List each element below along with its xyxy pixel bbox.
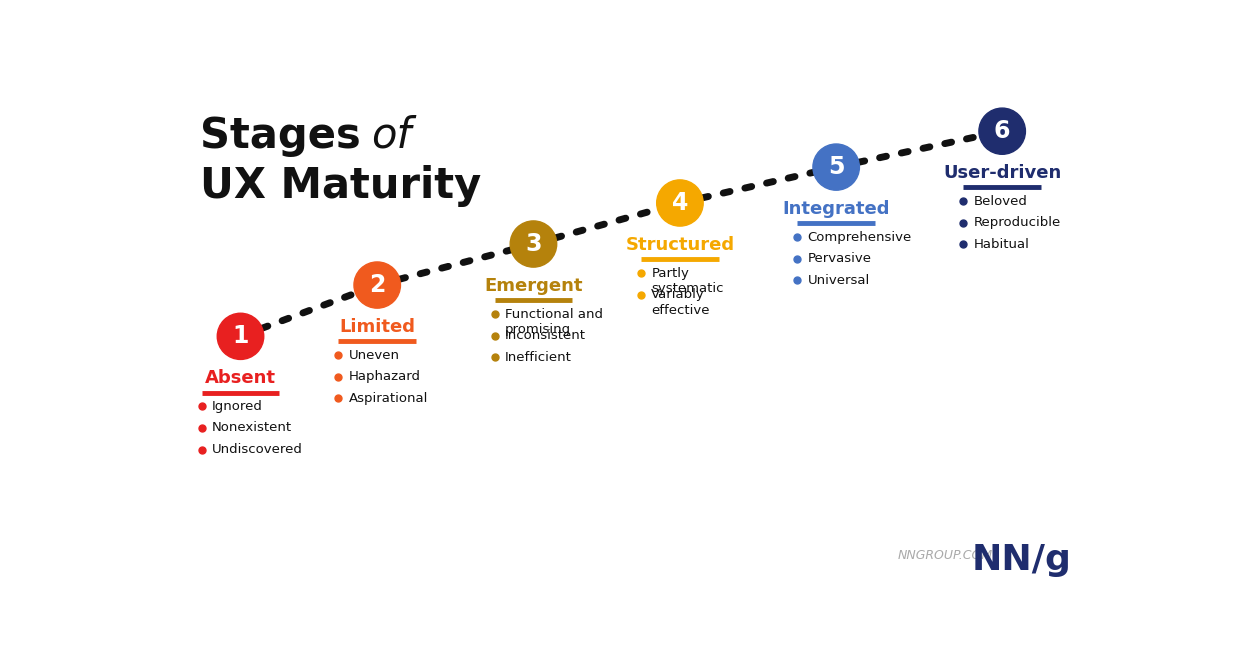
Text: of: of bbox=[370, 115, 411, 157]
Ellipse shape bbox=[979, 108, 1026, 155]
Text: Undiscovered: Undiscovered bbox=[212, 443, 302, 456]
Ellipse shape bbox=[217, 313, 263, 360]
Text: Emergent: Emergent bbox=[484, 277, 582, 295]
Text: Uneven: Uneven bbox=[349, 348, 399, 362]
Text: Comprehensive: Comprehensive bbox=[808, 230, 912, 244]
Text: User-driven: User-driven bbox=[942, 165, 1061, 182]
Ellipse shape bbox=[813, 144, 859, 190]
Text: 6: 6 bbox=[994, 119, 1011, 143]
Text: Absent: Absent bbox=[205, 370, 276, 388]
Text: effective: effective bbox=[651, 304, 709, 316]
Text: Integrated: Integrated bbox=[782, 200, 890, 218]
Text: NN/g: NN/g bbox=[971, 543, 1071, 577]
Text: Variably: Variably bbox=[651, 288, 706, 301]
Text: Habitual: Habitual bbox=[974, 238, 1029, 251]
Text: UX Maturity: UX Maturity bbox=[200, 165, 481, 206]
Text: Functional and: Functional and bbox=[505, 308, 602, 320]
Text: systematic: systematic bbox=[651, 282, 723, 295]
Ellipse shape bbox=[656, 180, 703, 226]
Text: 1: 1 bbox=[232, 324, 248, 348]
Text: 4: 4 bbox=[672, 191, 688, 215]
Text: 2: 2 bbox=[369, 273, 386, 297]
Text: Ignored: Ignored bbox=[212, 400, 262, 413]
Ellipse shape bbox=[510, 221, 557, 267]
Text: promising: promising bbox=[505, 323, 571, 336]
Text: Nonexistent: Nonexistent bbox=[212, 422, 292, 434]
Text: Inefficient: Inefficient bbox=[505, 351, 572, 364]
Text: Beloved: Beloved bbox=[974, 194, 1027, 208]
Text: 3: 3 bbox=[525, 232, 542, 256]
Text: Structured: Structured bbox=[625, 236, 735, 254]
Text: NNGROUP.COM: NNGROUP.COM bbox=[897, 549, 993, 562]
Text: Limited: Limited bbox=[339, 318, 416, 336]
Text: Haphazard: Haphazard bbox=[349, 370, 421, 383]
Text: Universal: Universal bbox=[808, 274, 869, 287]
Text: Partly: Partly bbox=[651, 266, 689, 280]
Text: Pervasive: Pervasive bbox=[808, 252, 872, 265]
Text: Aspirational: Aspirational bbox=[349, 392, 428, 405]
Text: 5: 5 bbox=[828, 155, 844, 179]
Text: Inconsistent: Inconsistent bbox=[505, 329, 586, 342]
Text: Reproducible: Reproducible bbox=[974, 216, 1061, 229]
Text: Stages: Stages bbox=[200, 115, 375, 157]
Ellipse shape bbox=[354, 262, 401, 308]
